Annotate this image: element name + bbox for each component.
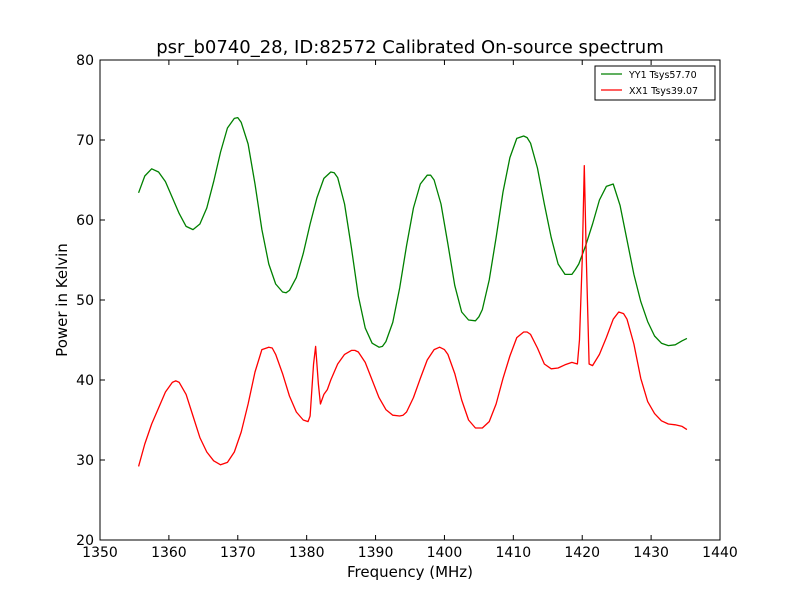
x-tick-label: 1400 [427,545,463,561]
x-tick-label: 1390 [358,545,394,561]
x-tick-label: 1380 [289,545,325,561]
x-tick-label: 1360 [151,545,187,561]
y-tick-label: 20 [76,533,94,549]
y-axis-label: Power in Kelvin [53,243,71,357]
y-tick-label: 60 [76,213,94,229]
y-tick-label: 30 [76,453,94,469]
legend: YY1 Tsys57.70 XX1 Tsys39.07 [594,65,716,101]
legend-label-xx1: XX1 Tsys39.07 [629,86,698,97]
chart-title: psr_b0740_28, ID:82572 Calibrated On-sou… [156,37,663,58]
x-axis-label: Frequency (MHz) [347,563,473,581]
legend-label-yy1: YY1 Tsys57.70 [628,70,697,81]
x-tick-label: 1430 [633,545,669,561]
x-tick-label: 1420 [564,545,600,561]
y-tick-label: 40 [76,373,94,389]
series-line-xx1 [137,164,688,467]
x-tick-label: 1370 [220,545,256,561]
series-layer [137,116,688,467]
x-tick-label: 1440 [702,545,738,561]
plot-frame [99,59,721,541]
legend-box [594,65,716,101]
y-tick-label: 80 [76,53,94,69]
x-tick-label: 1350 [82,545,118,561]
plot-area [100,60,720,540]
series-line-yy1 [137,116,688,348]
y-tick-label: 70 [76,133,94,149]
x-tick-label: 1410 [496,545,532,561]
ticks-layer: 1350 1360 1370 1380 1390 1400 1410 1420 1430 1440… [76,53,738,561]
y-tick-label: 50 [76,293,94,309]
